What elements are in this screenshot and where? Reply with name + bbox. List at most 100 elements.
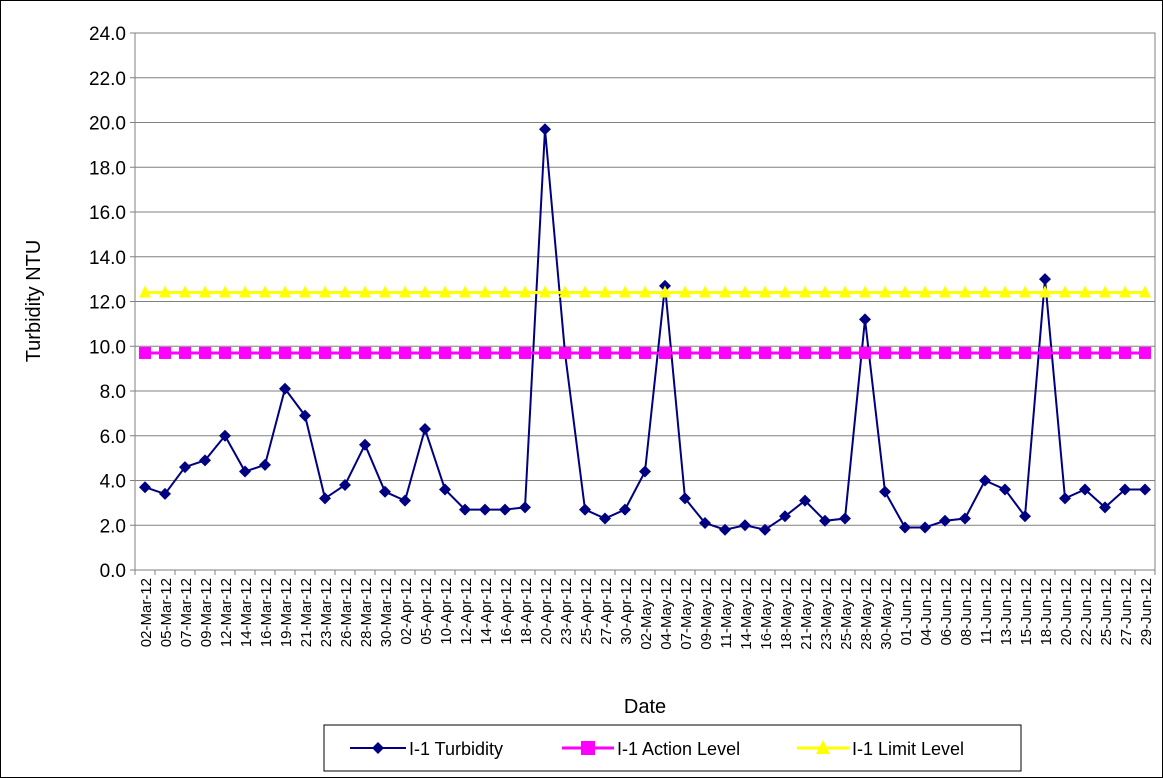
data-point-action-level (499, 346, 511, 359)
data-point-limit-level (279, 285, 291, 298)
data-point-turbidity (199, 454, 211, 467)
data-point-limit-level (999, 285, 1011, 298)
x-tick-label: 28-Mar-12 (358, 578, 375, 647)
legend-label-limit-level: I-1 Limit Level (852, 739, 964, 759)
y-tick-label: 8.0 (100, 382, 126, 403)
data-point-turbidity (839, 512, 851, 525)
x-axis-label: Date (624, 696, 666, 718)
data-point-limit-level (679, 285, 691, 298)
x-tick-label: 16-May-12 (758, 578, 775, 650)
x-tick-label: 10-Apr-12 (438, 578, 455, 645)
data-point-turbidity (379, 485, 391, 498)
data-point-limit-level (419, 285, 431, 298)
data-point-action-level (539, 346, 551, 359)
data-point-limit-level (699, 285, 711, 298)
data-point-turbidity (859, 313, 871, 326)
data-point-action-level (899, 346, 911, 359)
x-tick-label: 16-Mar-12 (258, 578, 275, 647)
legend-item-turbidity: I-1 Turbidity (350, 739, 503, 759)
y-tick-label: 4.0 (100, 472, 126, 493)
data-point-action-level (939, 346, 951, 359)
y-tick-label: 16.0 (89, 203, 126, 224)
data-point-action-level (659, 346, 671, 359)
x-tick-label: 04-May-12 (658, 578, 675, 650)
data-point-action-level (1039, 346, 1051, 359)
y-tick-label: 24.0 (89, 24, 126, 45)
data-point-turbidity (159, 487, 171, 500)
x-tick-label: 12-Mar-12 (218, 578, 235, 647)
data-point-limit-level (239, 285, 251, 298)
x-tick-label: 27-Apr-12 (598, 578, 615, 645)
data-point-limit-level (159, 285, 171, 298)
data-point-limit-level (539, 285, 551, 298)
data-point-action-level (819, 346, 831, 359)
data-point-action-level (279, 346, 291, 359)
data-point-action-level (719, 346, 731, 359)
data-point-limit-level (979, 285, 991, 298)
data-point-action-level (159, 346, 171, 359)
data-point-action-level (639, 346, 651, 359)
data-point-limit-level (139, 285, 151, 298)
data-point-limit-level (759, 285, 771, 298)
data-point-action-level (579, 346, 591, 359)
data-point-action-level (859, 346, 871, 359)
data-point-turbidity (799, 494, 811, 507)
data-point-turbidity (1099, 501, 1111, 514)
data-point-turbidity (319, 492, 331, 505)
legend-item-action-level: I-1 Action Level (562, 739, 740, 759)
data-point-limit-level (579, 285, 591, 298)
data-point-turbidity (459, 503, 471, 516)
y-axis-ticks: 0.0 2.0 4.0 6.0 8.0 10.0 12.0 14.0 16.0 18.0 20.0 2… (89, 24, 135, 582)
x-tick-label: 26-Mar-12 (338, 578, 355, 647)
data-point-action-level (799, 346, 811, 359)
x-tick-label: 15-Jun-12 (1018, 578, 1035, 646)
x-tick-label: 29-Jun-12 (1138, 578, 1155, 646)
data-point-limit-level (399, 285, 411, 298)
x-tick-label: 06-Jun-12 (938, 578, 955, 646)
data-point-turbidity (1119, 483, 1131, 496)
data-point-turbidity (1019, 510, 1031, 523)
data-point-action-level (679, 346, 691, 359)
data-point-limit-level (199, 285, 211, 298)
data-point-action-level (399, 346, 411, 359)
data-point-action-level (759, 346, 771, 359)
data-point-turbidity (619, 503, 631, 516)
x-tick-label: 02-Apr-12 (398, 578, 415, 645)
data-point-action-level (479, 346, 491, 359)
data-point-action-level (299, 346, 311, 359)
x-tick-label: 14-Mar-12 (238, 578, 255, 647)
data-point-turbidity (919, 521, 931, 534)
y-tick-label: 12.0 (89, 293, 126, 314)
data-point-action-level (519, 346, 531, 359)
data-point-turbidity (259, 458, 271, 471)
data-point-limit-level (559, 285, 571, 298)
data-point-action-level (919, 346, 931, 359)
data-point-action-level (259, 346, 271, 359)
x-tick-label: 11-Jun-12 (978, 578, 995, 644)
data-point-limit-level (879, 285, 891, 298)
data-point-limit-level (839, 285, 851, 298)
data-point-limit-level (359, 285, 371, 298)
y-tick-label: 20.0 (89, 114, 126, 135)
data-point-limit-level (819, 285, 831, 298)
x-tick-label: 20-Jun-12 (1058, 578, 1075, 646)
x-tick-label: 25-May-12 (838, 578, 855, 650)
data-point-turbidity (1059, 492, 1071, 505)
data-point-turbidity (939, 514, 951, 527)
x-tick-label: 05-Apr-12 (418, 578, 435, 645)
data-point-turbidity (539, 123, 551, 136)
x-tick-label: 20-Apr-12 (538, 578, 555, 645)
data-point-turbidity (359, 438, 371, 451)
y-tick-label: 10.0 (89, 337, 126, 358)
data-point-limit-level (479, 285, 491, 298)
data-point-turbidity (1039, 273, 1051, 286)
y-tick-label: 2.0 (100, 516, 126, 537)
data-point-limit-level (919, 285, 931, 298)
legend-label-turbidity: I-1 Turbidity (409, 739, 503, 759)
data-point-turbidity (779, 510, 791, 523)
x-tick-label: 09-Mar-12 (198, 578, 215, 647)
data-point-turbidity (739, 519, 751, 532)
x-tick-label: 21-May-12 (798, 578, 815, 650)
data-point-action-level (1079, 346, 1091, 359)
x-tick-label: 28-May-12 (858, 578, 875, 650)
